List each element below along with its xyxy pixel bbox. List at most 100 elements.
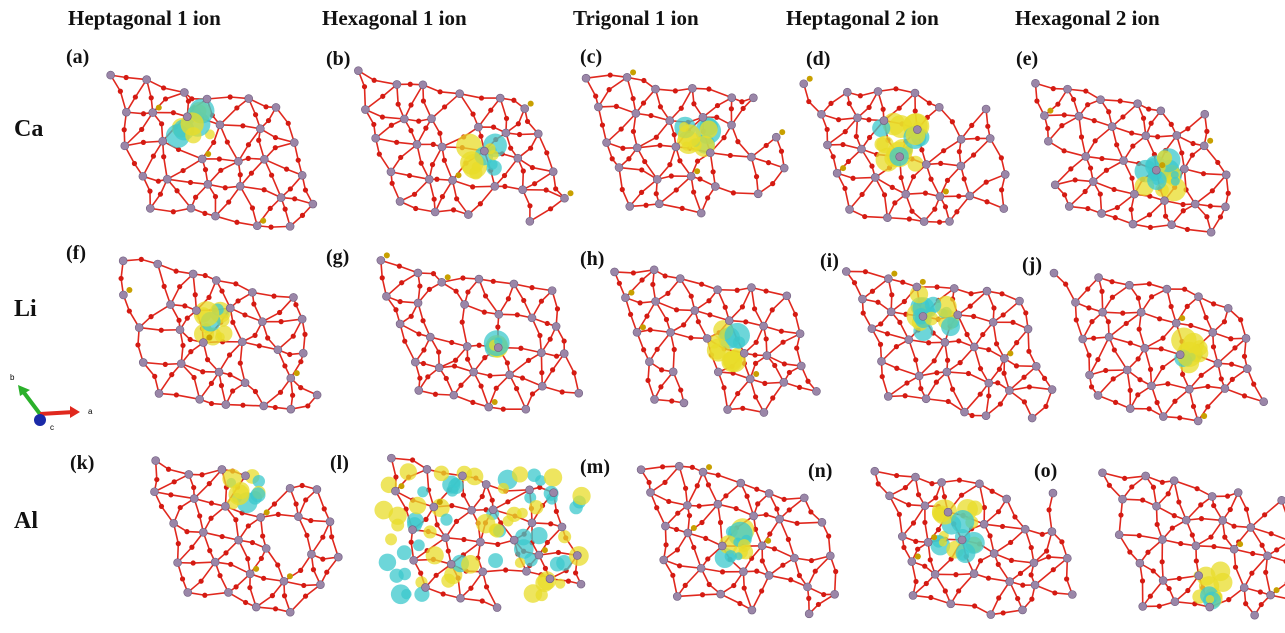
oxygen-atom	[304, 533, 309, 538]
axis-a-label: a	[88, 407, 93, 416]
silicon-atom	[667, 328, 675, 336]
oxygen-atom	[408, 102, 413, 107]
oxygen-atom	[782, 497, 787, 502]
silicon-atom	[396, 197, 404, 205]
oxygen-atom	[380, 94, 385, 99]
oxygen-atom	[294, 501, 299, 506]
oxygen-atom	[913, 539, 918, 544]
oxygen-atom	[300, 483, 305, 488]
oxygen-atom	[226, 199, 231, 204]
oxygen-atom	[1046, 554, 1051, 559]
oxygen-atom	[659, 367, 664, 372]
charge-density-isosurface	[544, 468, 562, 486]
silicon-atom	[1159, 413, 1167, 421]
silicon-atom	[1176, 351, 1184, 359]
oxygen-atom	[679, 106, 684, 111]
silicon-atom	[286, 222, 294, 230]
oxygen-atom	[1260, 543, 1265, 548]
oxygen-atom	[1155, 134, 1160, 139]
silicon-atom	[1019, 606, 1027, 614]
oxygen-atom	[1014, 340, 1019, 345]
oxygen-atom	[1106, 109, 1111, 114]
oxygen-atom	[894, 366, 899, 371]
oxygen-atom	[412, 192, 417, 197]
oxygen-atom	[460, 320, 465, 325]
oxygen-atom	[913, 357, 918, 362]
oxygen-atom	[911, 174, 916, 179]
oxygen-atom	[648, 113, 653, 118]
ion-atom	[398, 483, 404, 489]
silicon-atom	[421, 583, 429, 591]
silicon-atom	[1044, 137, 1052, 145]
oxygen-atom	[1258, 589, 1263, 594]
oxygen-atom	[149, 95, 154, 100]
silicon-atom	[139, 358, 147, 366]
oxygen-atom	[763, 288, 768, 293]
silicon-atom	[884, 392, 892, 400]
silicon-atom	[1134, 100, 1142, 108]
oxygen-atom	[139, 257, 144, 262]
silicon-atom	[1063, 554, 1071, 562]
oxygen-atom	[491, 279, 496, 284]
silicon-atom	[1240, 584, 1248, 592]
silicon-atom	[684, 529, 692, 537]
oxygen-atom	[308, 518, 313, 523]
oxygen-atom	[1274, 547, 1279, 552]
silicon-atom	[1108, 123, 1116, 131]
silicon-atom	[447, 560, 455, 568]
oxygen-atom	[1243, 601, 1248, 606]
oxygen-atom	[420, 318, 425, 323]
oxygen-atom	[593, 94, 598, 99]
oxygen-atom	[265, 335, 270, 340]
oxygen-atom	[706, 482, 711, 487]
oxygen-atom	[641, 100, 646, 105]
silicon-atom	[242, 472, 250, 480]
oxygen-atom	[1222, 319, 1227, 324]
silicon-atom	[582, 74, 590, 82]
silicon-atom	[699, 113, 707, 121]
oxygen-atom	[1151, 485, 1156, 490]
oxygen-atom	[1190, 141, 1195, 146]
oxygen-atom	[1188, 323, 1193, 328]
silicon-atom	[1137, 308, 1145, 316]
oxygen-atom	[161, 154, 166, 159]
oxygen-atom	[283, 207, 288, 212]
silicon-atom	[758, 542, 766, 550]
oxygen-atom	[1015, 596, 1020, 601]
silicon-atom	[935, 103, 943, 111]
oxygen-atom	[453, 289, 458, 294]
silicon-atom	[1031, 581, 1039, 589]
oxygen-atom	[779, 149, 784, 154]
ion-atom	[628, 290, 634, 296]
silicon-atom	[747, 153, 755, 161]
silicon-atom	[1123, 366, 1131, 374]
silicon-atom	[1207, 228, 1215, 236]
oxygen-atom	[1064, 576, 1069, 581]
silicon-atom	[871, 173, 879, 181]
oxygen-atom	[478, 134, 483, 139]
oxygen-atom	[227, 352, 232, 357]
oxygen-atom	[1029, 572, 1034, 577]
oxygen-atom	[831, 154, 836, 159]
oxygen-atom	[1226, 597, 1231, 602]
oxygen-atom	[934, 284, 939, 289]
oxygen-atom	[287, 352, 292, 357]
oxygen-atom	[1044, 548, 1049, 553]
oxygen-atom	[869, 164, 874, 169]
oxygen-atom	[706, 298, 711, 303]
oxygen-atom	[263, 104, 268, 109]
oxygen-atom	[484, 584, 489, 589]
silicon-atom	[944, 508, 952, 516]
oxygen-atom	[488, 108, 493, 113]
oxygen-atom	[234, 105, 239, 110]
oxygen-atom	[767, 531, 772, 536]
oxygen-atom	[1052, 590, 1057, 595]
ion-atom	[1207, 138, 1213, 144]
silicon-atom	[621, 294, 629, 302]
oxygen-atom	[1185, 304, 1190, 309]
silicon-atom	[211, 558, 219, 566]
silicon-atom	[922, 395, 930, 403]
silicon-atom	[1214, 359, 1222, 367]
oxygen-atom	[362, 84, 367, 89]
oxygen-atom	[151, 154, 156, 159]
